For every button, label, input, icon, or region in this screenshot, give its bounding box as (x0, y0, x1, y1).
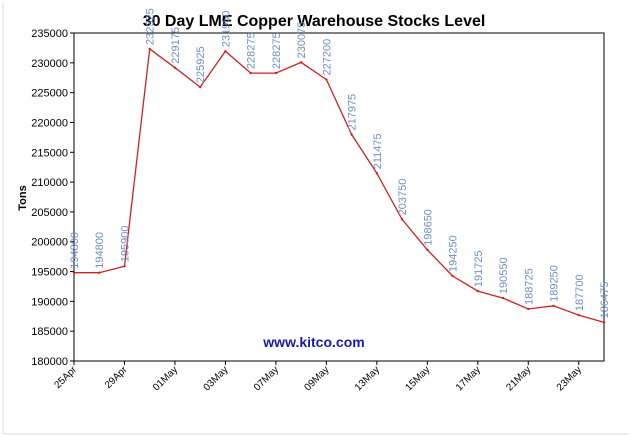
data-label: 189250 (549, 265, 561, 302)
data-label: 194800 (69, 232, 81, 269)
data-label: 187700 (574, 274, 586, 311)
data-label: 225925 (195, 46, 207, 83)
data-point (249, 71, 252, 75)
data-label: 203750 (397, 179, 409, 216)
data-label: 228275 (246, 32, 258, 69)
data-label: 217975 (347, 94, 359, 131)
x-tick-label: 17May (454, 364, 483, 393)
y-tick-label: 180000 (31, 356, 68, 368)
data-point (375, 172, 379, 175)
x-tick-label: 01May (151, 364, 180, 393)
data-point (299, 61, 303, 64)
data-point (350, 133, 353, 136)
data-point (198, 85, 202, 89)
data-label: 198650 (422, 209, 434, 246)
data-point (501, 296, 505, 300)
data-label: 186475 (599, 282, 611, 319)
chart-title: 30 Day LME Copper Warehouse Stocks Level (143, 13, 486, 30)
x-tick-label: 03May (202, 364, 231, 393)
data-label: 191725 (473, 250, 485, 287)
data-label: 227200 (321, 39, 333, 76)
x-tick-label: 07May (252, 364, 281, 393)
data-point (552, 304, 555, 308)
data-point (325, 78, 328, 81)
data-point (173, 66, 177, 69)
x-tick-label: 15May (403, 364, 432, 393)
y-tick-label: 220000 (31, 117, 68, 129)
y-tick-label: 230000 (31, 58, 68, 70)
data-point (123, 264, 126, 268)
x-tick-label: 29Apr (103, 364, 130, 391)
y-tick-label: 235000 (31, 28, 68, 40)
data-label: 195900 (119, 225, 131, 262)
y-axis-label: Tons (17, 185, 29, 210)
data-label: 211475 (372, 133, 384, 169)
series-line (74, 47, 605, 324)
data-label: 230075 (296, 22, 308, 59)
y-tick-label: 190000 (31, 296, 68, 308)
data-point (577, 313, 580, 317)
x-tick-label: 21May (504, 364, 533, 393)
data-label: 229175 (170, 27, 182, 64)
y-tick-label: 215000 (31, 147, 68, 159)
data-point (451, 274, 454, 278)
y-tick-label: 200000 (31, 237, 68, 249)
y-tick-label: 205000 (31, 207, 68, 219)
data-point (426, 248, 429, 251)
data-point (148, 47, 151, 51)
y-tick-label: 195000 (31, 267, 68, 279)
data-point (527, 307, 530, 311)
data-point (274, 71, 278, 75)
y-tick-label: 185000 (31, 326, 68, 338)
y-tick-label: 210000 (31, 177, 68, 189)
data-point (602, 321, 606, 324)
y-tick-label: 225000 (31, 88, 68, 100)
data-label: 232325 (145, 8, 157, 45)
data-label: 194250 (448, 235, 460, 272)
data-point (476, 289, 480, 293)
data-point (224, 49, 227, 53)
data-point (72, 271, 76, 274)
x-tick-label: 13May (353, 364, 382, 393)
data-point (98, 271, 101, 274)
data-label: 194800 (94, 232, 106, 269)
data-point (400, 218, 404, 221)
watermark-text: www.kitco.com (262, 334, 364, 350)
data-label: 188725 (523, 268, 535, 305)
plot-border (73, 32, 605, 362)
data-label: 231950 (220, 10, 232, 47)
x-tick-label: 23May (555, 364, 584, 393)
data-label: 228275 (271, 32, 283, 69)
x-tick-label: 09May (302, 364, 331, 393)
data-label: 190550 (498, 257, 510, 294)
